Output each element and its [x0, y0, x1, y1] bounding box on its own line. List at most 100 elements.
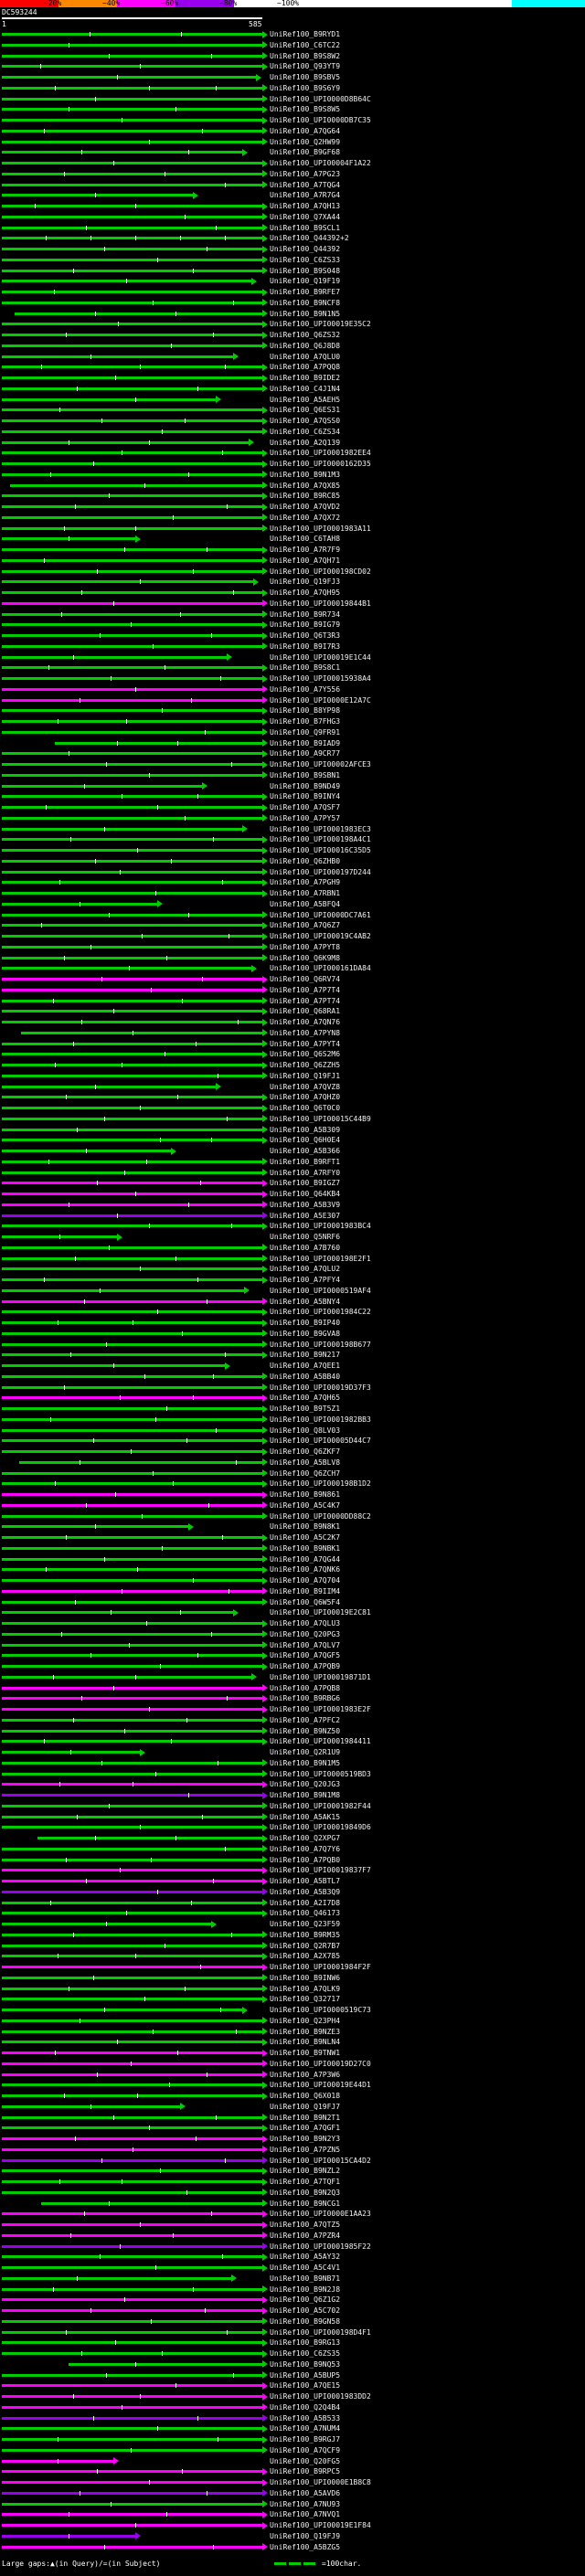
hit-bar[interactable] — [2, 784, 203, 788]
hit-row[interactable]: UniRef100_B9INW6 — [0, 1973, 585, 1984]
hit-accession-link[interactable]: UniRef100_B9NCF8 — [270, 298, 341, 307]
hit-row[interactable]: UniRef100_B9T5Z1 — [0, 1404, 585, 1415]
hit-bar[interactable] — [2, 1128, 262, 1131]
hit-accession-link[interactable]: UniRef100_Q46173 — [270, 1909, 341, 1918]
hit-accession-link[interactable]: UniRef100_A7QG44 — [270, 1554, 341, 1564]
hit-accession-link[interactable]: UniRef100_UPI0001983DD2 — [270, 2392, 371, 2401]
hit-bar[interactable] — [2, 924, 262, 928]
hit-row[interactable]: UniRef100_B9N1M5 — [0, 1758, 585, 1769]
hit-bar[interactable] — [2, 33, 262, 36]
hit-bar[interactable] — [2, 1256, 262, 1260]
hit-accession-link[interactable]: UniRef100_C6ZS35 — [270, 2349, 341, 2358]
hit-accession-link[interactable]: UniRef100_Q19FJ7 — [270, 2102, 341, 2111]
hit-row[interactable]: UniRef100_B9NCF8 — [0, 298, 585, 309]
hit-accession-link[interactable]: UniRef100_Q2R7B7 — [270, 1941, 341, 1950]
hit-row[interactable]: UniRef100_Q6ZZH5 — [0, 1060, 585, 1071]
hit-row[interactable]: UniRef100_UPI00019871D1 — [0, 1672, 585, 1683]
hit-row[interactable]: UniRef100_B9IIM4 — [0, 1586, 585, 1597]
hit-bar[interactable] — [2, 1686, 262, 1690]
hit-accession-link[interactable]: UniRef100_Q2HW99 — [270, 137, 341, 146]
hit-row[interactable]: UniRef100_A7NVQ1 — [0, 2509, 585, 2520]
hit-bar[interactable] — [2, 301, 262, 304]
hit-accession-link[interactable]: UniRef100_A5B309 — [270, 1125, 341, 1134]
hit-accession-link[interactable]: UniRef100_UPI00019837F7 — [270, 1866, 371, 1875]
hit-bar[interactable] — [2, 2330, 262, 2334]
hit-row[interactable]: UniRef100_A7QVZ8 — [0, 1082, 585, 1093]
hit-bar[interactable] — [2, 1493, 262, 1496]
hit-accession-link[interactable]: UniRef100_UPI0001982EE4 — [270, 449, 371, 458]
hit-bar[interactable] — [2, 2319, 262, 2323]
hit-accession-link[interactable]: UniRef100_A5BLV8 — [270, 1458, 341, 1467]
hit-bar[interactable] — [2, 967, 251, 970]
hit-accession-link[interactable]: UniRef100_A7QX72 — [270, 513, 341, 522]
hit-row[interactable]: UniRef100_Q46173 — [0, 1908, 585, 1919]
hit-accession-link[interactable]: UniRef100_A7QLV7 — [270, 1640, 341, 1649]
hit-row[interactable]: UniRef100_UPI0001983E2F — [0, 1704, 585, 1715]
hit-bar[interactable] — [2, 119, 262, 122]
hit-bar[interactable] — [2, 54, 262, 58]
hit-accession-link[interactable]: UniRef100_A7QH13 — [270, 202, 341, 210]
hit-row[interactable]: UniRef100_Q64KB4 — [0, 1189, 585, 1200]
hit-row[interactable]: UniRef100_B9S8W5 — [0, 104, 585, 115]
hit-accession-link[interactable]: UniRef100_A7QLU0 — [270, 352, 341, 361]
hit-accession-link[interactable]: UniRef100_UPI000198E2F1 — [270, 1254, 371, 1263]
hit-bar[interactable] — [2, 1042, 262, 1045]
hit-accession-link[interactable]: UniRef100_B9RGJ7 — [270, 2435, 341, 2443]
hit-accession-link[interactable]: UniRef100_UPI00016C35D5 — [270, 846, 371, 854]
hit-bar[interactable] — [2, 2158, 262, 2162]
hit-row[interactable]: UniRef100_Q19FJ9 — [0, 2531, 585, 2542]
hit-bar[interactable] — [2, 2190, 262, 2194]
hit-row[interactable]: UniRef100_Q23PH4 — [0, 2016, 585, 2027]
hit-accession-link[interactable]: UniRef100_B8YP98 — [270, 706, 341, 716]
hit-accession-link[interactable]: UniRef100_UPI000198B1D2 — [270, 1479, 371, 1489]
hit-bar[interactable] — [2, 2169, 262, 2173]
hit-row[interactable]: UniRef100_B9GF68 — [0, 147, 585, 158]
hit-bar[interactable] — [2, 2481, 262, 2484]
hit-bar[interactable] — [2, 1428, 262, 1432]
hit-bar[interactable] — [2, 1278, 262, 1281]
hit-row[interactable]: UniRef100_Q19F19 — [0, 276, 585, 287]
hit-bar[interactable] — [2, 945, 262, 949]
hit-accession-link[interactable]: UniRef100_B9N1M3 — [270, 470, 341, 479]
hit-row[interactable]: UniRef100_A5C4V1 — [0, 2263, 585, 2274]
hit-accession-link[interactable]: UniRef100_A5BNY4 — [270, 1297, 341, 1306]
hit-row[interactable]: UniRef100_Q19FJ1 — [0, 1071, 585, 1082]
hit-accession-link[interactable]: UniRef100_A7P3W6 — [270, 2070, 341, 2079]
hit-accession-link[interactable]: UniRef100_UPI0001982BB3 — [270, 1415, 371, 1424]
hit-accession-link[interactable]: UniRef100_A5B366 — [270, 1147, 341, 1155]
hit-accession-link[interactable]: UniRef100_Q8LV03 — [270, 1426, 341, 1435]
hit-row[interactable]: UniRef100_A7QVD2 — [0, 502, 585, 513]
hit-bar[interactable] — [2, 730, 262, 734]
hit-row[interactable]: UniRef100_B9NBK1 — [0, 1543, 585, 1554]
hit-accession-link[interactable]: UniRef100_Q6Z1G2 — [270, 2295, 341, 2305]
hit-row[interactable]: UniRef100_UPI0001983DD2 — [0, 2391, 585, 2402]
hit-accession-link[interactable]: UniRef100_UPI00019844B1 — [270, 599, 371, 608]
hit-bar[interactable] — [2, 1675, 251, 1679]
hit-bar[interactable] — [2, 1331, 262, 1335]
hit-row[interactable]: UniRef100_Q2HW99 — [0, 137, 585, 148]
hit-bar[interactable] — [2, 1021, 262, 1023]
hit-accession-link[interactable]: UniRef100_UPI0000162D35 — [270, 460, 371, 468]
hit-row[interactable]: UniRef100_UPI0000D8B64C — [0, 94, 585, 105]
hit-accession-link[interactable]: UniRef100_B9RC85 — [270, 492, 341, 501]
hit-bar[interactable] — [2, 1503, 262, 1507]
hit-row[interactable]: UniRef100_UPI0000519BD3 — [0, 1769, 585, 1780]
hit-bar[interactable] — [2, 2062, 262, 2065]
hit-row[interactable]: UniRef100_A9CR77 — [0, 748, 585, 759]
hit-bar[interactable] — [2, 65, 262, 69]
hit-row[interactable]: UniRef100_B9NB71 — [0, 2274, 585, 2284]
hit-accession-link[interactable]: UniRef100_A7PY57 — [270, 813, 341, 822]
hit-accession-link[interactable]: UniRef100_UPI0001983E2F — [270, 1705, 371, 1713]
hit-bar[interactable] — [2, 2083, 262, 2087]
hit-accession-link[interactable]: UniRef100_A5BTL7 — [270, 1877, 341, 1885]
hit-row[interactable]: UniRef100_Q9FR91 — [0, 727, 585, 738]
hit-row[interactable]: UniRef100_A7PQB9 — [0, 1661, 585, 1672]
hit-row[interactable]: UniRef100_UPI0000DB7C35 — [0, 115, 585, 126]
hit-accession-link[interactable]: UniRef100_A7QE15 — [270, 2381, 341, 2390]
hit-row[interactable]: UniRef100_B9N1M3 — [0, 470, 585, 481]
hit-accession-link[interactable]: UniRef100_Q6J8D8 — [270, 341, 341, 350]
hit-row[interactable]: UniRef100_C6TAH8 — [0, 534, 585, 545]
hit-bar[interactable] — [2, 666, 262, 670]
hit-accession-link[interactable]: UniRef100_UPI00019E35C2 — [270, 320, 371, 329]
hit-bar[interactable] — [2, 601, 262, 605]
